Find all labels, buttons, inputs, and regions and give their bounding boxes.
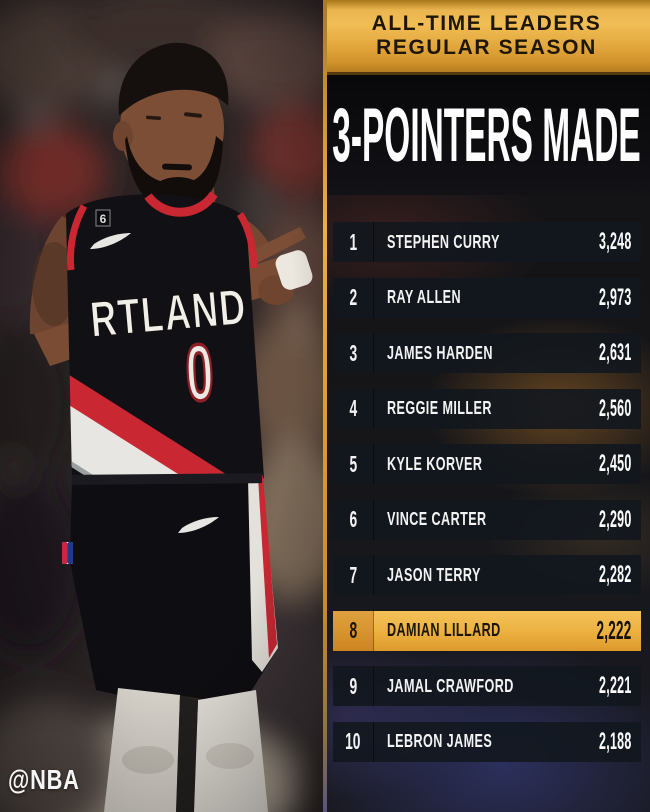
player-cell: RAY ALLEN [374,278,569,318]
header-banner: ALL-TIME LEADERS REGULAR SEASON [323,0,650,75]
player-cell: VINCE CARTER [374,500,569,540]
stat-value: 2,282 [599,561,632,588]
nba-watermark-text: @NBA [8,764,80,795]
player-name: DAMIAN LILLARD [387,620,501,640]
player-name: VINCE CARTER [387,509,487,529]
value-cell: 2,222 [564,611,641,651]
stat-value: 2,221 [599,672,632,699]
nba-watermark: @NBA [8,764,100,796]
player-cell: STEPHEN CURRY [374,222,569,262]
leaderboard-row: 3 JAMES HARDEN 2,631 [333,333,641,373]
rank-number: 5 [349,450,357,477]
player-cell: JAMAL CRAWFORD [374,666,569,706]
rank-cell: 1 [333,222,374,262]
value-cell: 2,450 [569,444,641,484]
leaderboard-row-highlighted: 8 DAMIAN LILLARD 2,222 [333,610,641,651]
rank-number: 9 [349,672,357,699]
leaderboard-rows: 1 STEPHEN CURRY 3,248 2 RAY ALLEN 2,973 3 JAMES… [323,195,650,762]
leaderboard-row: 9 JAMAL CRAWFORD 2,221 [333,666,641,706]
player-photo: 6 RTLAND 0 [0,0,323,812]
stat-value: 2,450 [599,450,632,477]
rank-number: 3 [349,339,357,366]
stat-title: 3-POINTERS MADE [332,92,641,178]
leaderboard-row: 7 JASON TERRY 2,282 [333,555,641,595]
value-cell: 2,973 [569,278,641,318]
player-cell: JASON TERRY [374,555,569,595]
rank-cell: 7 [333,555,374,595]
player-cell: DAMIAN LILLARD [374,611,564,651]
rank-cell: 3 [333,333,374,373]
rank-cell: 5 [333,444,374,484]
stat-value: 2,222 [596,615,632,645]
rank-number: 10 [345,728,361,754]
player-cell: LEBRON JAMES [374,722,569,762]
player-name: STEPHEN CURRY [387,231,500,252]
player-name: JASON TERRY [387,564,481,585]
leaderboard-row: 2 RAY ALLEN 2,973 [333,277,641,318]
stat-value: 2,188 [599,727,632,755]
leaderboard-panel: ALL-TIME LEADERS REGULAR SEASON 3-POINTE… [323,0,650,812]
player-cell: JAMES HARDEN [374,333,569,373]
player-name: JAMAL CRAWFORD [387,675,514,696]
stat-value: 2,973 [599,283,632,311]
player-name: LEBRON JAMES [387,731,493,751]
leaderboard-row: 5 KYLE KORVER 2,450 [333,444,641,484]
rank-number: 7 [349,561,357,588]
rank-number: 1 [349,228,357,255]
rank-cell: 9 [333,666,374,706]
stat-title-strip: 3-POINTERS MADE [323,75,650,195]
player-name: REGGIE MILLER [387,398,492,418]
player-cell: KYLE KORVER [374,444,569,484]
leaderboard-row: 10 LEBRON JAMES 2,188 [333,721,641,762]
rank-number: 8 [349,617,357,643]
rank-cell: 8 [333,610,374,651]
value-cell: 2,290 [569,500,641,540]
rank-cell: 2 [333,277,374,318]
leaderboard-row: 6 VINCE CARTER 2,290 [333,499,641,540]
rank-number: 2 [349,284,357,310]
player-photo-art: 6 RTLAND 0 [0,0,323,812]
stat-value: 2,631 [599,339,632,366]
rank-cell: 4 [333,388,374,429]
rank-cell: 6 [333,499,374,540]
player-cell: REGGIE MILLER [374,389,569,429]
rank-number: 4 [349,395,357,421]
vignette [0,0,323,812]
value-cell: 2,560 [569,389,641,429]
value-cell: 3,248 [569,222,641,262]
player-name: JAMES HARDEN [387,342,493,363]
rank-cell: 10 [333,721,374,762]
value-cell: 2,188 [569,722,641,762]
rank-number: 6 [349,506,357,532]
header-line-2: REGULAR SEASON [376,36,597,59]
value-cell: 2,631 [569,333,641,373]
leaderboard-row: 4 REGGIE MILLER 2,560 [333,388,641,429]
player-name: RAY ALLEN [387,287,462,307]
stat-value: 3,248 [599,228,632,255]
value-cell: 2,282 [569,555,641,595]
value-cell: 2,221 [569,666,641,706]
stat-value: 2,560 [599,394,632,422]
panel-gold-edge [323,0,327,812]
header-line-1: ALL-TIME LEADERS [371,11,602,35]
player-name: KYLE KORVER [387,453,483,474]
leaderboard-row: 1 STEPHEN CURRY 3,248 [333,222,641,262]
stat-value: 2,290 [599,505,632,533]
